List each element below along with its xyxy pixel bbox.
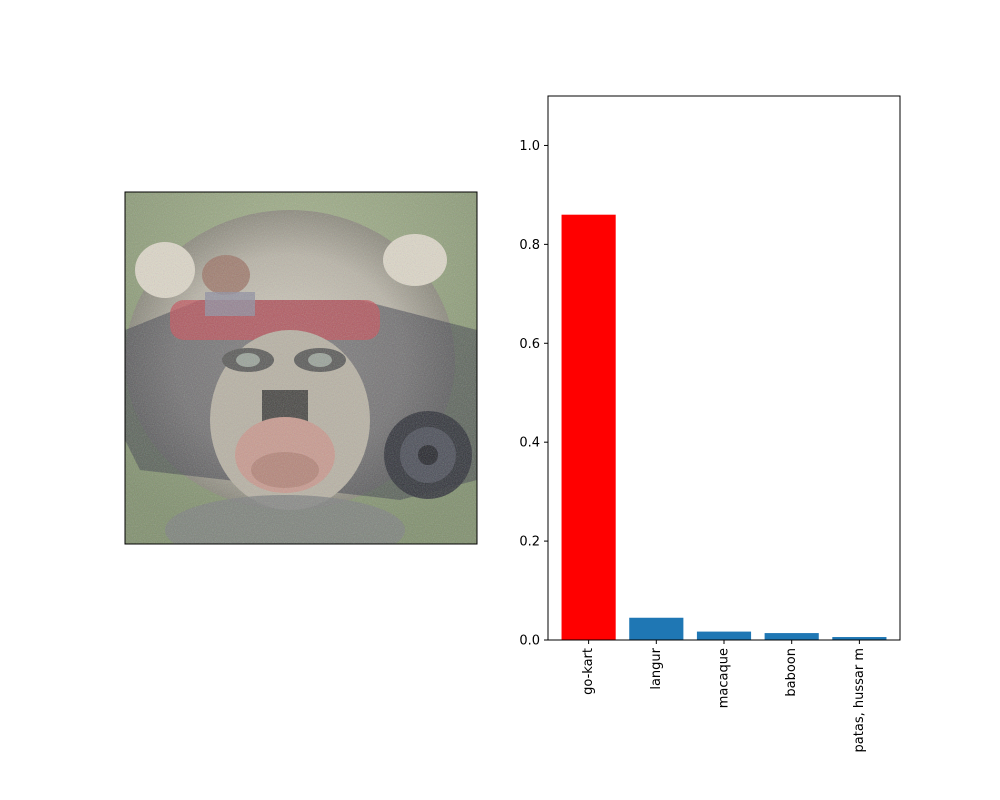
y-tick-label: 0.2 [519, 535, 540, 550]
y-tick-label: 0.6 [519, 337, 540, 352]
y-axis: 0.0 0.2 0.4 0.6 0.8 1.0 [519, 139, 548, 649]
probability-bar-chart: 0.0 0.2 0.4 0.6 0.8 1.0 go-kart langur macaque b… [519, 95, 901, 752]
bar-macaque [696, 631, 752, 640]
adversarial-image [125, 192, 477, 544]
y-tick-label: 0.8 [519, 238, 540, 253]
bars [561, 214, 887, 640]
bar-patas [832, 637, 887, 640]
bar-go-kart [561, 214, 616, 640]
x-tick-label: patas, hussar m [852, 648, 867, 752]
y-tick-label: 1.0 [519, 139, 540, 154]
x-tick-label: macaque [717, 648, 732, 708]
x-tick-label: baboon [784, 648, 799, 697]
x-tick-label: go-kart [581, 648, 596, 695]
x-tick-label: langur [649, 647, 664, 689]
plot-frame [547, 95, 901, 641]
x-axis: go-kart langur macaque baboon patas, hussar … [581, 640, 867, 752]
y-tick-label: 0.4 [519, 436, 540, 451]
bar-baboon [764, 633, 819, 640]
image-frame [124, 191, 478, 545]
bar-langur [629, 617, 684, 640]
y-tick-label: 0.0 [519, 634, 540, 649]
